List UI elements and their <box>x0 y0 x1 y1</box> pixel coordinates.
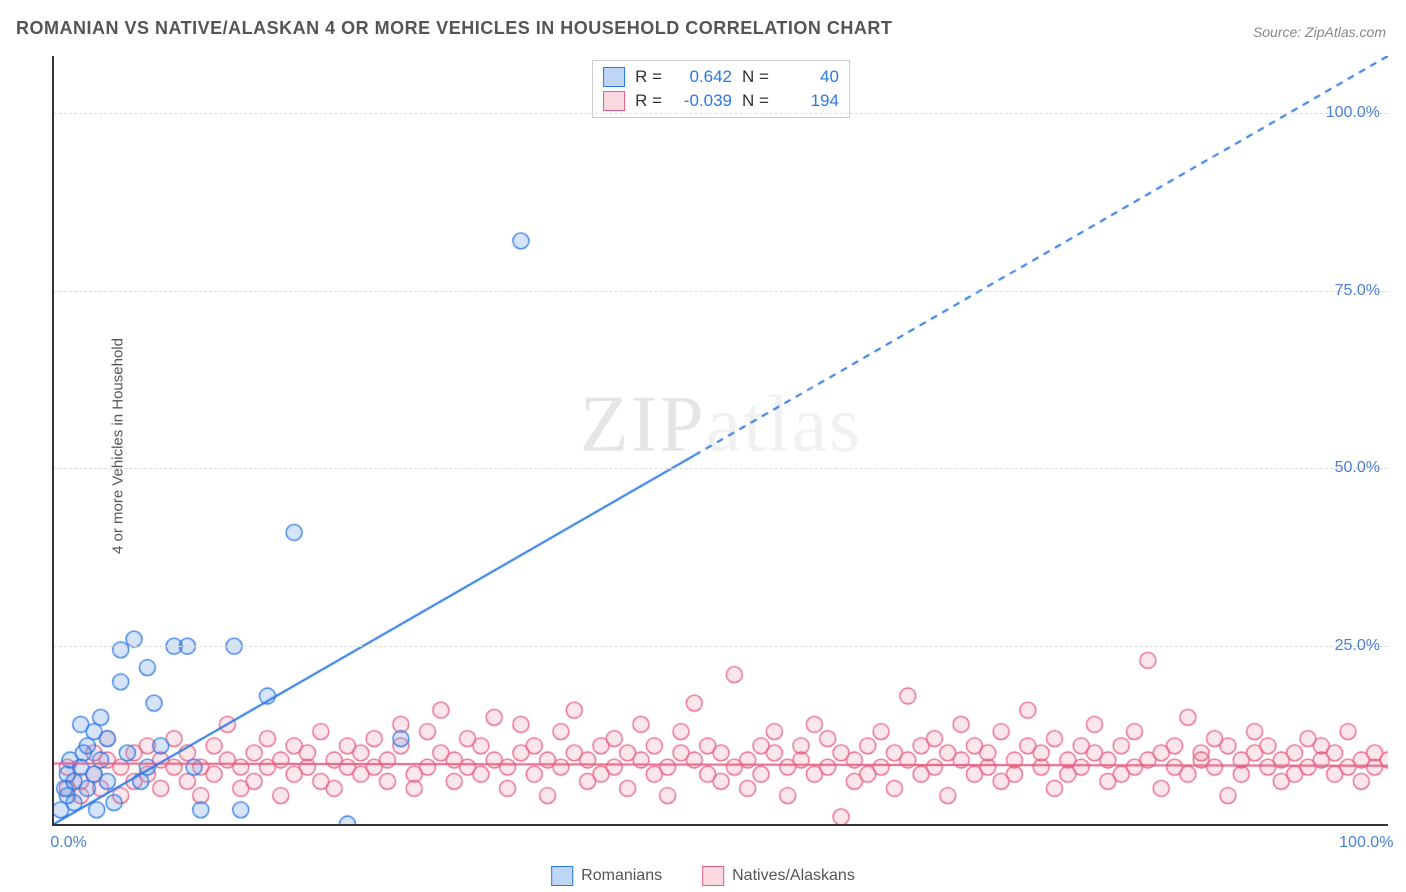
stats-swatch-romanians <box>603 67 625 87</box>
legend-label-romanians: Romanians <box>581 867 662 885</box>
n-label: N = <box>742 89 769 113</box>
stats-row-natives: R = -0.039 N = 194 <box>603 89 839 113</box>
legend-item-natives: Natives/Alaskans <box>702 866 855 886</box>
n-label: N = <box>742 65 769 89</box>
watermark: ZIPatlas <box>580 379 863 470</box>
legend-swatch-romanians <box>551 866 573 886</box>
gridline <box>54 468 1388 469</box>
ytick-label: 25.0% <box>1335 637 1380 655</box>
ytick-label: 100.0% <box>1326 104 1380 122</box>
chart-plot-area: ZIPatlas R = 0.642 N = 40 R = -0.039 N =… <box>52 56 1388 826</box>
stats-row-romanians: R = 0.642 N = 40 <box>603 65 839 89</box>
legend: Romanians Natives/Alaskans <box>551 866 855 886</box>
source-attribution: Source: ZipAtlas.com <box>1253 24 1386 40</box>
scatter-canvas <box>54 56 1388 824</box>
legend-item-romanians: Romanians <box>551 866 662 886</box>
gridline <box>54 646 1388 647</box>
r-label: R = <box>635 65 662 89</box>
gridline <box>54 291 1388 292</box>
gridline <box>54 113 1388 114</box>
correlation-stats-box: R = 0.642 N = 40 R = -0.039 N = 194 <box>592 60 850 118</box>
xtick-label: 0.0% <box>50 834 86 852</box>
romanians-r-value: 0.642 <box>672 65 732 89</box>
stats-swatch-natives <box>603 91 625 111</box>
romanians-n-value: 40 <box>779 65 839 89</box>
chart-title: ROMANIAN VS NATIVE/ALASKAN 4 OR MORE VEH… <box>16 18 892 39</box>
ytick-label: 50.0% <box>1335 459 1380 477</box>
natives-r-value: -0.039 <box>672 89 732 113</box>
ytick-label: 75.0% <box>1335 282 1380 300</box>
natives-n-value: 194 <box>779 89 839 113</box>
legend-swatch-natives <box>702 866 724 886</box>
r-label: R = <box>635 89 662 113</box>
xtick-label: 100.0% <box>1339 834 1393 852</box>
legend-label-natives: Natives/Alaskans <box>732 867 855 885</box>
